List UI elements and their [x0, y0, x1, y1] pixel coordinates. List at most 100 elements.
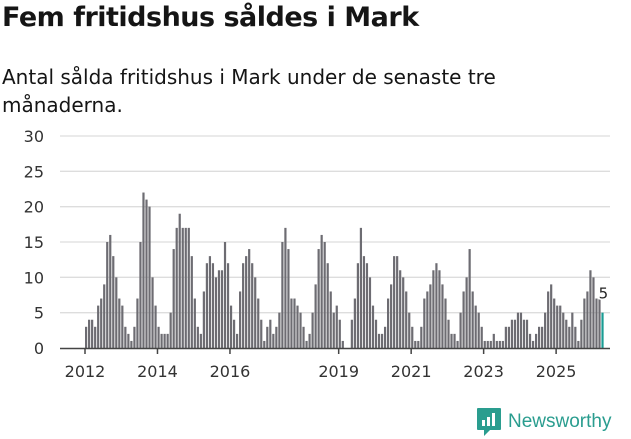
bar	[504, 326, 507, 348]
bar	[565, 319, 568, 348]
bar	[538, 326, 541, 348]
y-tick-label: 10	[24, 268, 44, 287]
bar	[580, 319, 583, 348]
bar	[190, 256, 193, 348]
bar	[426, 291, 429, 348]
bar	[257, 298, 260, 348]
newsworthy-logo-icon	[477, 408, 501, 436]
y-tick-label: 25	[24, 162, 44, 181]
bar	[380, 333, 384, 348]
bar	[311, 312, 314, 348]
bar	[486, 340, 489, 348]
bar	[393, 256, 396, 348]
bar	[196, 326, 199, 348]
bar	[559, 305, 562, 348]
bar	[121, 305, 124, 348]
bar	[248, 249, 251, 348]
bar	[586, 291, 589, 348]
bar	[85, 326, 88, 348]
bar	[501, 340, 504, 348]
bar	[163, 333, 166, 348]
bar	[205, 263, 208, 348]
bar	[528, 333, 532, 348]
bar	[199, 333, 202, 348]
bar	[435, 263, 438, 348]
bar	[474, 305, 477, 348]
chart-subtitle: Antal sålda fritidshus i Mark under de s…	[2, 65, 496, 117]
bar	[178, 213, 181, 348]
bar	[489, 340, 492, 348]
bar	[408, 312, 411, 348]
bar	[583, 298, 586, 348]
bar	[172, 249, 175, 348]
bar	[133, 326, 136, 348]
bar	[356, 263, 359, 348]
bar	[232, 319, 236, 348]
bar	[269, 319, 272, 348]
bar	[534, 333, 538, 348]
bar	[118, 298, 121, 348]
bar	[411, 326, 414, 348]
bar	[507, 326, 510, 348]
bar	[211, 263, 215, 348]
bar	[260, 319, 263, 348]
bar	[338, 319, 341, 348]
bar	[184, 227, 187, 348]
bar	[341, 340, 344, 348]
bar	[296, 305, 299, 348]
bar	[438, 270, 441, 348]
bar	[495, 340, 498, 348]
bar	[275, 326, 278, 348]
x-axis: 2012 2014 2016 2019 2021 2023 2025	[60, 347, 610, 381]
y-axis-labels: 0 5 10 15 20 25 30	[24, 127, 44, 358]
bar	[513, 319, 517, 348]
bar	[516, 312, 520, 348]
chart-title: Fem fritidshus såldes i Mark	[2, 2, 419, 33]
bar	[465, 277, 468, 348]
y-tick-label: 20	[24, 198, 44, 217]
bar	[498, 340, 501, 348]
bar	[390, 284, 393, 348]
bar	[420, 326, 423, 348]
bar	[387, 298, 390, 348]
bar	[145, 199, 148, 348]
bar	[423, 298, 426, 348]
bar	[148, 206, 151, 348]
bar	[441, 284, 444, 348]
bar	[377, 333, 381, 348]
bar	[272, 333, 275, 348]
bar	[214, 277, 218, 348]
bar	[450, 333, 453, 348]
bar	[459, 312, 462, 348]
bar	[335, 305, 338, 348]
bar	[359, 227, 363, 348]
bar	[242, 263, 245, 348]
x-tick-label: 2021	[391, 362, 432, 381]
bar	[522, 319, 526, 348]
bar	[453, 333, 456, 348]
bar	[302, 326, 305, 348]
bar	[154, 305, 157, 348]
bar	[208, 256, 212, 348]
bar	[483, 340, 486, 348]
bar	[396, 256, 399, 348]
bar	[326, 263, 329, 348]
bar	[97, 305, 100, 348]
bar	[480, 326, 483, 348]
bar	[229, 305, 233, 348]
newsworthy-logo: Newsworthy	[476, 407, 611, 437]
bar	[151, 277, 154, 348]
bar	[595, 298, 598, 348]
bar	[88, 319, 91, 348]
bar	[562, 312, 565, 348]
bar	[444, 298, 447, 348]
bar	[414, 340, 417, 348]
highlight-bar	[601, 312, 604, 348]
bar	[139, 242, 142, 348]
bar	[383, 326, 387, 348]
bar	[109, 234, 112, 348]
bar	[405, 291, 408, 348]
bar	[281, 242, 284, 348]
bar	[115, 277, 118, 348]
bar	[290, 298, 293, 348]
